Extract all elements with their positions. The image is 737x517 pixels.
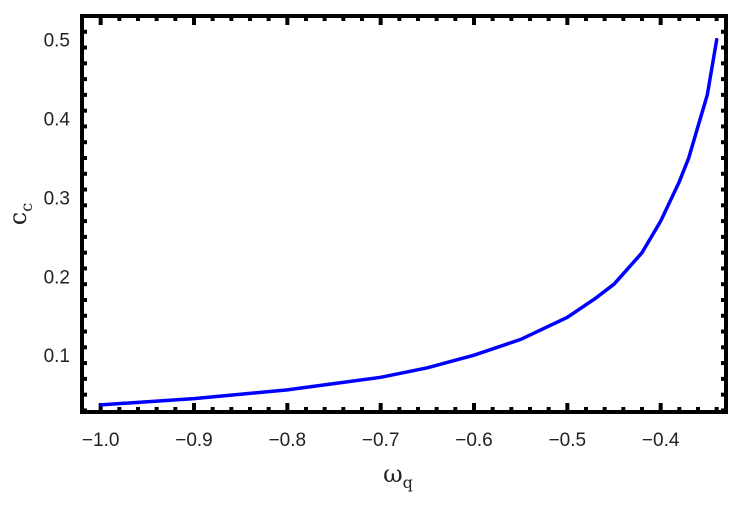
plot-frame	[80, 14, 728, 414]
series-line	[98, 37, 719, 407]
x-axis-label: ωq	[383, 460, 413, 492]
ticks	[80, 14, 726, 413]
x-tick-label: −1.0	[82, 430, 120, 451]
y-axis-label: cc	[4, 203, 36, 225]
x-tick-label: −0.5	[549, 430, 587, 451]
y-tick-label: 0.2	[44, 267, 70, 288]
y-tick-label: 0.1	[44, 346, 70, 367]
y-tick-label: 0.4	[44, 110, 71, 131]
x-tick-label: −0.4	[642, 430, 680, 451]
x-tick-label: −0.6	[455, 430, 493, 451]
x-tick-label: −0.8	[269, 430, 307, 451]
x-tick-label: −0.9	[175, 430, 213, 451]
y-tick-label: 0.5	[44, 31, 70, 52]
x-tick-label: −0.7	[362, 430, 400, 451]
x-tick-labels: −1.0 −0.9 −0.8 −0.7 −0.6 −0.5 −0.4	[82, 430, 680, 451]
y-tick-label: 0.3	[44, 188, 70, 209]
y-tick-labels: 0.1 0.2 0.3 0.4 0.5	[44, 31, 71, 368]
